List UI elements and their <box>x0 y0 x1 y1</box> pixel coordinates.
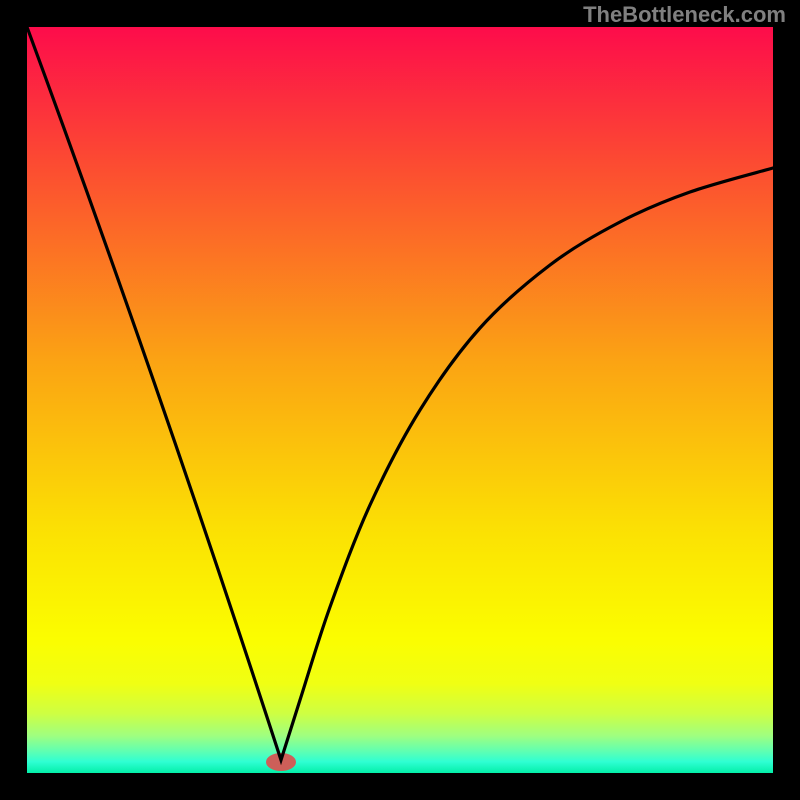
watermark-text: TheBottleneck.com <box>583 2 786 28</box>
chart-container: TheBottleneck.com <box>0 0 800 800</box>
chart-background-gradient <box>27 27 773 773</box>
bottleneck-chart <box>0 0 800 800</box>
